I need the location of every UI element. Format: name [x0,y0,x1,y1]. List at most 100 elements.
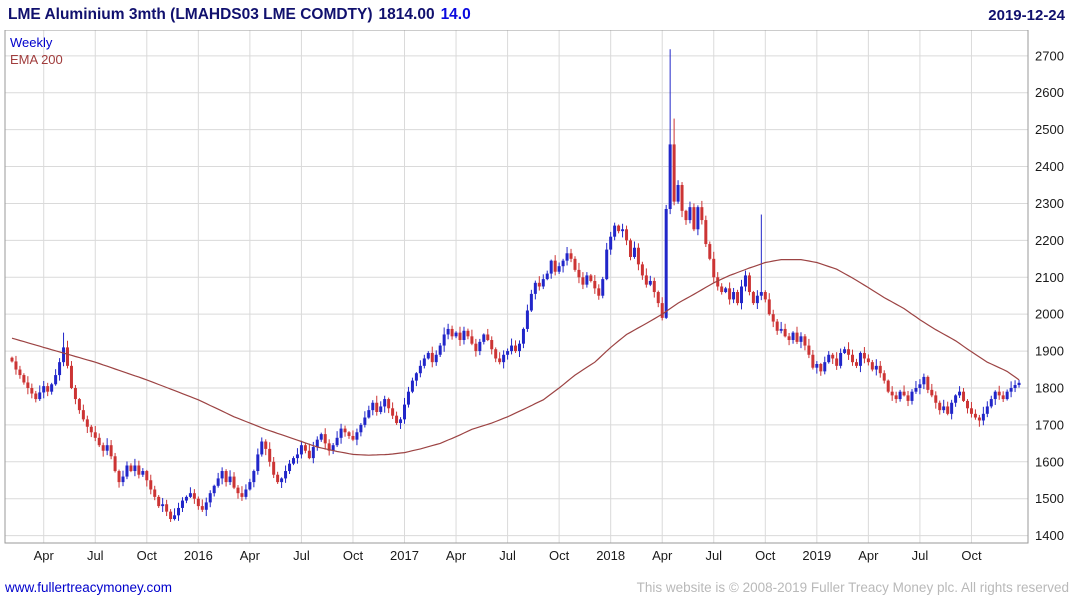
candle-body [73,387,77,400]
y-axis-label: 1800 [1035,380,1064,395]
candle-body [811,354,815,368]
x-axis-label: Jul [705,548,722,563]
candle-body [680,185,684,211]
candle-body [565,253,569,261]
candle-body [228,476,232,483]
candle-body [878,365,882,374]
candle-body [470,336,474,344]
candle-body [577,269,581,278]
chart-area: 1400 1500 1600 1700 1800 1900 2000 2100 2200 2300… [4,29,1064,563]
candle-body [97,437,101,446]
candle-body [403,404,407,420]
candle-body [224,471,228,483]
x-axis-label: Oct [961,548,982,563]
candle-body [93,432,97,438]
x-axis-label: Jul [87,548,104,563]
candle-body [486,334,490,341]
candle-body [256,454,260,472]
candle-body [359,424,363,433]
candle-body [973,413,977,418]
candle-body [232,476,236,488]
candle-body [779,328,783,331]
candle-body [133,465,137,472]
candle-body [882,373,886,381]
candle-body [704,220,708,245]
candle-body [244,489,248,497]
candle-body [77,399,81,411]
x-axis-label: Oct [549,548,570,563]
candle-body [137,465,141,475]
candle-body [521,328,525,344]
candle-body [379,406,383,412]
candle-body [866,358,870,363]
candle-body [743,275,747,287]
candle-body [716,277,720,287]
website-link[interactable]: www.fullertreacymoney.com [5,579,173,595]
candle-body [387,399,391,409]
candle-body [958,391,962,396]
candle-body [458,332,462,341]
candle-body [22,375,26,383]
candle-body [450,328,454,337]
candle-body [319,434,323,440]
candle-body [938,402,942,411]
candle-body [474,343,478,352]
candle-body [462,330,466,341]
candle-body [327,443,331,451]
candle-body [981,413,985,421]
candle-body [335,437,339,446]
candle-body [157,496,161,507]
candle-body [323,434,327,444]
candle-body [69,365,73,388]
candle-body [854,362,858,366]
candle-body [926,376,930,390]
x-axis-label: Apr [858,548,879,563]
plot-border [4,29,1029,544]
candle-body [62,347,66,363]
candle-body [498,358,502,363]
instrument-name: LME Aluminium 3mth (LMAHDS03 LME COMDTY) [8,6,373,23]
candle-body [621,229,625,232]
candle-body [280,478,284,483]
candle-body [831,354,835,359]
candle-body [260,441,264,455]
x-axis-label: 2019 [802,548,831,563]
candle-body [696,207,700,230]
candle-body [418,365,422,374]
y-axis-label: 1500 [1035,491,1064,506]
candle-body [795,332,799,342]
candle-body [632,247,636,257]
candle-body [593,280,597,289]
candle-body [145,471,149,481]
candle-body [212,485,216,494]
candle-body [898,391,902,400]
candle-body [751,292,755,304]
candle-body [422,358,426,366]
y-axis-label: 2400 [1035,159,1064,174]
candle-body [406,391,410,405]
candle-body [517,343,521,352]
candle-body [34,393,38,400]
y-axis-label: 1600 [1035,454,1064,469]
candle-body [482,334,486,342]
candle-body [672,144,676,202]
candle-body [549,260,553,274]
chart-legend: Weekly EMA 200 [10,34,63,68]
candle-body [660,303,664,318]
x-axis-label: Jul [912,548,929,563]
x-axis-label: Apr [446,548,467,563]
candle-body [438,345,442,355]
legend-ema-label: EMA 200 [10,52,63,67]
candle-body [668,144,672,209]
candle-body [740,286,744,304]
candle-body [204,502,208,510]
candle-body [291,458,295,464]
candle-body [272,461,276,475]
candle-body [529,293,533,311]
candle-body [724,288,728,293]
header-bar: LME Aluminium 3mth (LMAHDS03 LME COMDTY)… [0,0,1075,30]
candle-body [787,336,791,341]
candle-body [692,207,696,230]
candle-body [581,277,585,285]
